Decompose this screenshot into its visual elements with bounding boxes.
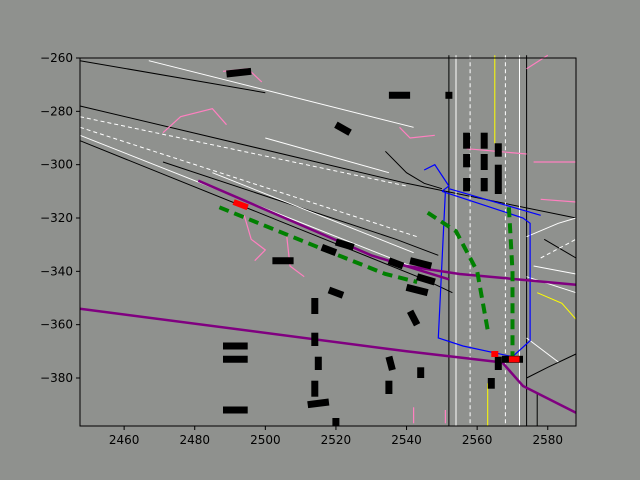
center-line-mark-27: [537, 292, 577, 320]
crosswalk-mark-31: [285, 233, 305, 278]
agent-mark-73: [406, 309, 421, 327]
agent-mark-66: [320, 244, 338, 256]
crosswalk-mark-36: [540, 198, 577, 203]
agent-mark-52: [226, 67, 252, 78]
route-mark-41: [79, 307, 499, 364]
road-edge-mark-0: [79, 60, 266, 94]
x-tick-label-5: 2560: [462, 433, 493, 447]
x-tick-label-2: 2500: [250, 433, 281, 447]
y-tick-label-0: −260: [40, 51, 73, 65]
plot-area-background: [80, 58, 576, 426]
y-tick-label-5: −360: [40, 318, 73, 332]
lane-solid-mark-21: [526, 217, 577, 238]
lane-dashed-mark-11: [79, 126, 418, 238]
agent-mark-71: [416, 273, 436, 286]
x-tick-label-0: 2460: [109, 433, 140, 447]
road-edge-mark-9: [543, 238, 577, 259]
agent-mark-54: [334, 121, 352, 136]
planned-path-mark-48: [506, 207, 515, 360]
y-tick-label-4: −340: [40, 264, 73, 278]
lane-solid-mark-24: [526, 337, 559, 363]
lane-solid-mark-16: [265, 137, 390, 174]
intersection-mark-45: [448, 188, 541, 216]
map-marks: [79, 54, 577, 426]
agent-mark-69: [387, 257, 405, 270]
y-tick-label-1: −280: [40, 104, 73, 118]
y-tick-label-3: −320: [40, 211, 73, 225]
x-tick-label-1: 2480: [179, 433, 210, 447]
plot-frame: [79, 57, 577, 427]
ego-mark-49: [232, 199, 249, 211]
y-tick-label-6: −380: [40, 371, 73, 385]
planned-path-mark-46: [218, 205, 418, 284]
crosswalk-mark-32: [399, 126, 435, 139]
crosswalk-mark-30: [243, 215, 267, 262]
x-tick-label-3: 2520: [321, 433, 352, 447]
intersection-mark-44: [423, 163, 450, 192]
lane-solid-mark-15: [148, 60, 414, 128]
route-mark-39: [197, 179, 450, 281]
intersection-mark-43: [437, 190, 531, 358]
axes: 2460 2480 2500 2520 2540 2560 2580 −260 −280 −300…: [40, 51, 563, 447]
road-edge-mark-3: [162, 161, 439, 256]
route-mark-42: [500, 361, 577, 414]
road-edge-mark-4: [385, 150, 443, 190]
lane-solid-mark-23: [526, 276, 577, 294]
lane-solid-mark-18: [212, 172, 414, 254]
agent-mark-67: [334, 238, 355, 251]
agent-mark-72: [405, 283, 429, 297]
y-tick-label-2: −300: [40, 158, 73, 172]
lane-solid-mark-22: [533, 265, 577, 275]
x-tick-label-4: 2540: [391, 433, 422, 447]
x-tick-label-6: 2580: [532, 433, 563, 447]
planned-path-mark-47: [426, 211, 490, 331]
route-mark-40: [388, 262, 577, 286]
agent-mark-78: [307, 398, 330, 409]
road-edge-mark-7: [526, 353, 577, 379]
agent-mark-83: [385, 355, 396, 371]
agent-mark-68: [327, 286, 345, 299]
crosswalk-mark-29: [162, 108, 227, 134]
agent-mark-70: [409, 257, 433, 270]
